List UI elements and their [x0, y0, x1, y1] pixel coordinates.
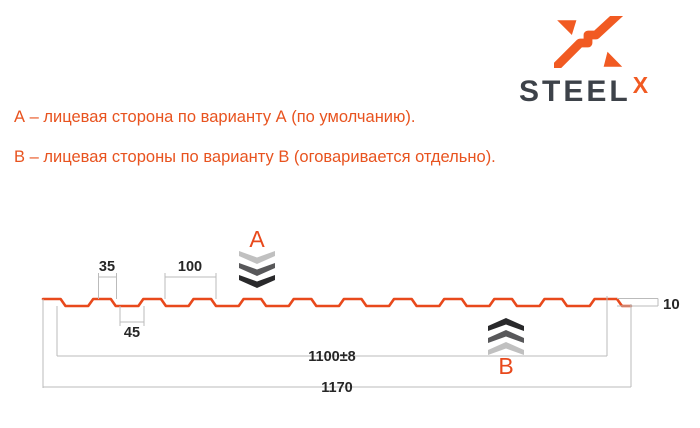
svg-text:1170: 1170: [321, 380, 352, 396]
svg-text:B: B: [498, 353, 513, 379]
svg-text:A: A: [249, 226, 265, 252]
svg-text:45: 45: [124, 325, 140, 341]
svg-text:1100±8: 1100±8: [308, 349, 355, 365]
svg-text:35: 35: [99, 259, 115, 275]
svg-text:10: 10: [663, 296, 680, 313]
svg-text:100: 100: [178, 259, 202, 275]
